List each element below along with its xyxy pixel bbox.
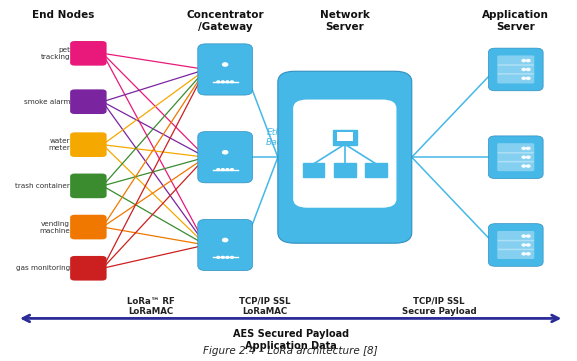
FancyBboxPatch shape — [497, 143, 534, 153]
FancyBboxPatch shape — [70, 132, 107, 157]
Circle shape — [527, 77, 530, 79]
Circle shape — [522, 253, 526, 255]
FancyBboxPatch shape — [336, 132, 353, 142]
Circle shape — [527, 235, 530, 237]
FancyBboxPatch shape — [303, 163, 324, 177]
Circle shape — [217, 256, 220, 258]
Circle shape — [222, 256, 224, 258]
Circle shape — [522, 235, 526, 237]
Circle shape — [522, 60, 526, 62]
FancyBboxPatch shape — [198, 132, 253, 183]
Circle shape — [217, 81, 220, 83]
Circle shape — [226, 81, 229, 83]
FancyBboxPatch shape — [70, 41, 107, 66]
Circle shape — [527, 253, 530, 255]
Circle shape — [231, 81, 234, 83]
Text: TCP/IP SSL
Secure Payload: TCP/IP SSL Secure Payload — [402, 297, 476, 316]
FancyBboxPatch shape — [497, 64, 534, 75]
Text: Concentrator
/Gateway: Concentrator /Gateway — [186, 10, 264, 32]
FancyBboxPatch shape — [497, 161, 534, 171]
FancyBboxPatch shape — [488, 48, 543, 91]
Text: 3G/
Ethernet
Backhaul: 3G/ Ethernet Backhaul — [265, 117, 307, 147]
Circle shape — [217, 169, 220, 170]
Circle shape — [222, 81, 224, 83]
Circle shape — [223, 63, 228, 66]
FancyBboxPatch shape — [70, 215, 107, 239]
FancyBboxPatch shape — [488, 136, 543, 179]
Text: pet
tracking: pet tracking — [40, 47, 70, 60]
FancyBboxPatch shape — [497, 73, 534, 83]
Circle shape — [522, 156, 526, 158]
FancyBboxPatch shape — [70, 174, 107, 198]
Circle shape — [223, 238, 228, 242]
Text: Figure 2.4 – LoRa architecture [8]: Figure 2.4 – LoRa architecture [8] — [203, 346, 378, 356]
Text: AES Secured Payload
Application Data: AES Secured Payload Application Data — [233, 329, 349, 351]
Circle shape — [522, 165, 526, 167]
FancyBboxPatch shape — [334, 163, 355, 177]
Circle shape — [223, 151, 228, 154]
FancyBboxPatch shape — [497, 231, 534, 241]
Circle shape — [222, 169, 224, 170]
FancyBboxPatch shape — [293, 100, 396, 208]
Text: smoke alarm: smoke alarm — [24, 99, 70, 105]
Text: trash container: trash container — [15, 183, 70, 189]
FancyBboxPatch shape — [198, 219, 253, 271]
FancyBboxPatch shape — [198, 44, 253, 95]
FancyBboxPatch shape — [497, 56, 534, 66]
Circle shape — [527, 156, 530, 158]
Text: gas monitoring: gas monitoring — [16, 265, 70, 271]
FancyBboxPatch shape — [333, 130, 357, 145]
Text: water
meter: water meter — [48, 138, 70, 151]
Circle shape — [527, 60, 530, 62]
FancyBboxPatch shape — [497, 152, 534, 162]
Text: vending
machine: vending machine — [39, 221, 70, 234]
Circle shape — [522, 244, 526, 246]
Text: End Nodes: End Nodes — [32, 10, 94, 20]
FancyBboxPatch shape — [70, 256, 107, 280]
Text: Network
Server: Network Server — [320, 10, 370, 32]
Circle shape — [527, 244, 530, 246]
FancyBboxPatch shape — [365, 163, 387, 177]
FancyBboxPatch shape — [70, 90, 107, 114]
FancyBboxPatch shape — [497, 240, 534, 250]
FancyBboxPatch shape — [488, 224, 543, 266]
Circle shape — [231, 256, 234, 258]
Circle shape — [522, 68, 526, 70]
Circle shape — [522, 77, 526, 79]
FancyBboxPatch shape — [278, 71, 412, 243]
Circle shape — [527, 68, 530, 70]
Circle shape — [226, 256, 229, 258]
FancyBboxPatch shape — [497, 249, 534, 259]
Circle shape — [231, 169, 234, 170]
Circle shape — [522, 147, 526, 149]
Circle shape — [527, 147, 530, 149]
Text: LoRa™ RF
LoRaMAC: LoRa™ RF LoRaMAC — [127, 297, 175, 316]
Circle shape — [527, 165, 530, 167]
Text: TCP/IP SSL
LoRaMAC: TCP/IP SSL LoRaMAC — [239, 297, 291, 316]
Text: Application
Server: Application Server — [482, 10, 549, 32]
Circle shape — [226, 169, 229, 170]
